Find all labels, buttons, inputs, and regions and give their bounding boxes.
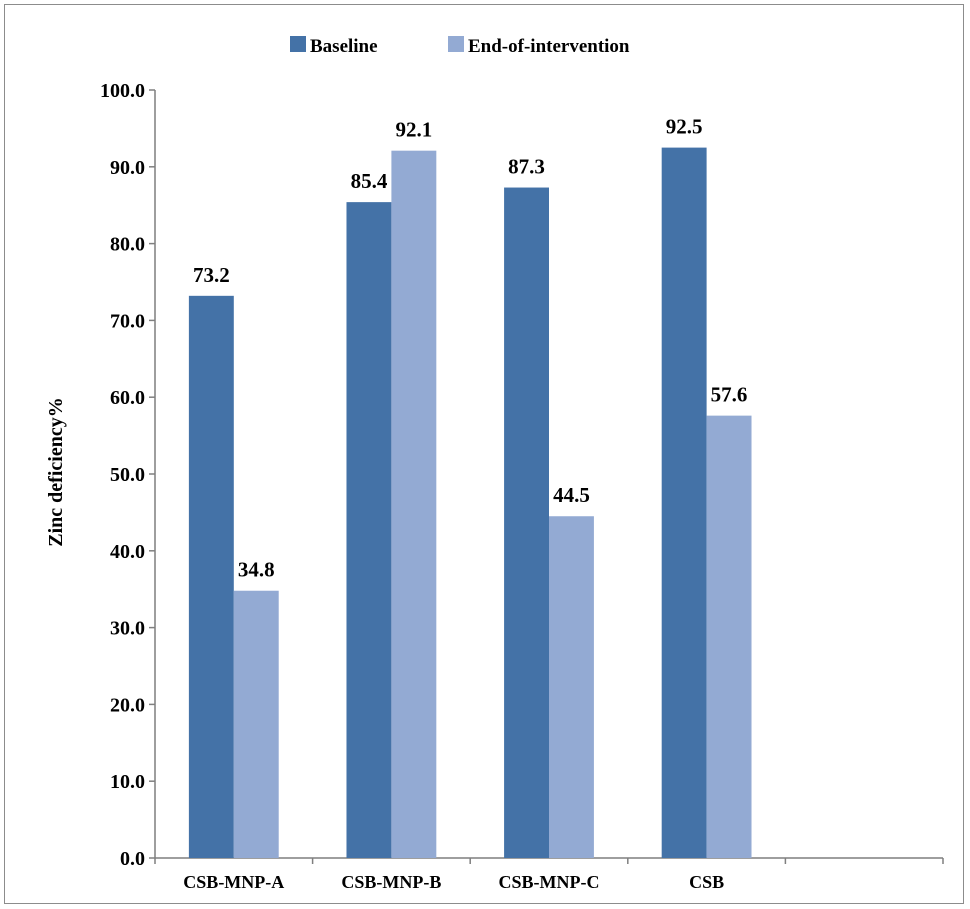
y-tick-label: 90.0 — [110, 157, 145, 179]
x-tick-label: CSB — [689, 872, 724, 892]
y-axis-label: Zinc deficiency% — [45, 397, 67, 546]
bar — [233, 590, 279, 858]
data-label: 87.3 — [508, 155, 545, 179]
x-tick-label: CSB-MNP-B — [341, 872, 441, 892]
y-tick-label: 0.0 — [120, 848, 145, 870]
bar — [188, 295, 234, 859]
y-tick-label: 20.0 — [110, 694, 145, 716]
bar — [549, 516, 594, 858]
data-label: 92.5 — [666, 115, 703, 139]
bars: 73.2 34.8 85.4 92.1 87.3 44.5 92.5 57.6 — [188, 115, 752, 859]
data-label: 92.1 — [395, 118, 432, 142]
legend: Baseline End-of-intervention — [290, 36, 630, 57]
legend-swatch-end-of-intervention — [448, 36, 464, 52]
y-tick-label: 10.0 — [110, 771, 145, 793]
legend-swatch-baseline — [290, 36, 306, 52]
legend-label-baseline: Baseline — [310, 36, 378, 57]
bar — [391, 150, 437, 858]
y-tick-label: 70.0 — [110, 310, 145, 332]
y-tick-label: 50.0 — [110, 464, 145, 486]
data-label: 85.4 — [351, 169, 388, 193]
x-tick-label: CSB-MNP-C — [499, 872, 600, 892]
data-label: 57.6 — [711, 383, 748, 407]
data-label: 73.2 — [193, 263, 230, 287]
y-tick-label: 80.0 — [110, 234, 145, 256]
bar — [504, 187, 549, 858]
bar — [661, 147, 707, 859]
y-tick-label: 30.0 — [110, 618, 145, 640]
bar — [706, 415, 752, 858]
axes: 0.0 10.0 20.0 30.0 40.0 50.0 60.0 70.0 80.0 90.0 1… — [100, 80, 944, 892]
data-label: 34.8 — [238, 558, 275, 582]
legend-label-end-of-intervention: End-of-intervention — [468, 36, 630, 57]
x-tick-label: CSB-MNP-A — [183, 872, 284, 892]
chart-frame — [4, 4, 964, 904]
data-label: 44.5 — [553, 483, 590, 507]
bar — [346, 202, 392, 859]
y-tick-label: 100.0 — [100, 80, 145, 102]
y-tick-label: 60.0 — [110, 387, 145, 409]
y-tick-label: 40.0 — [110, 541, 145, 563]
